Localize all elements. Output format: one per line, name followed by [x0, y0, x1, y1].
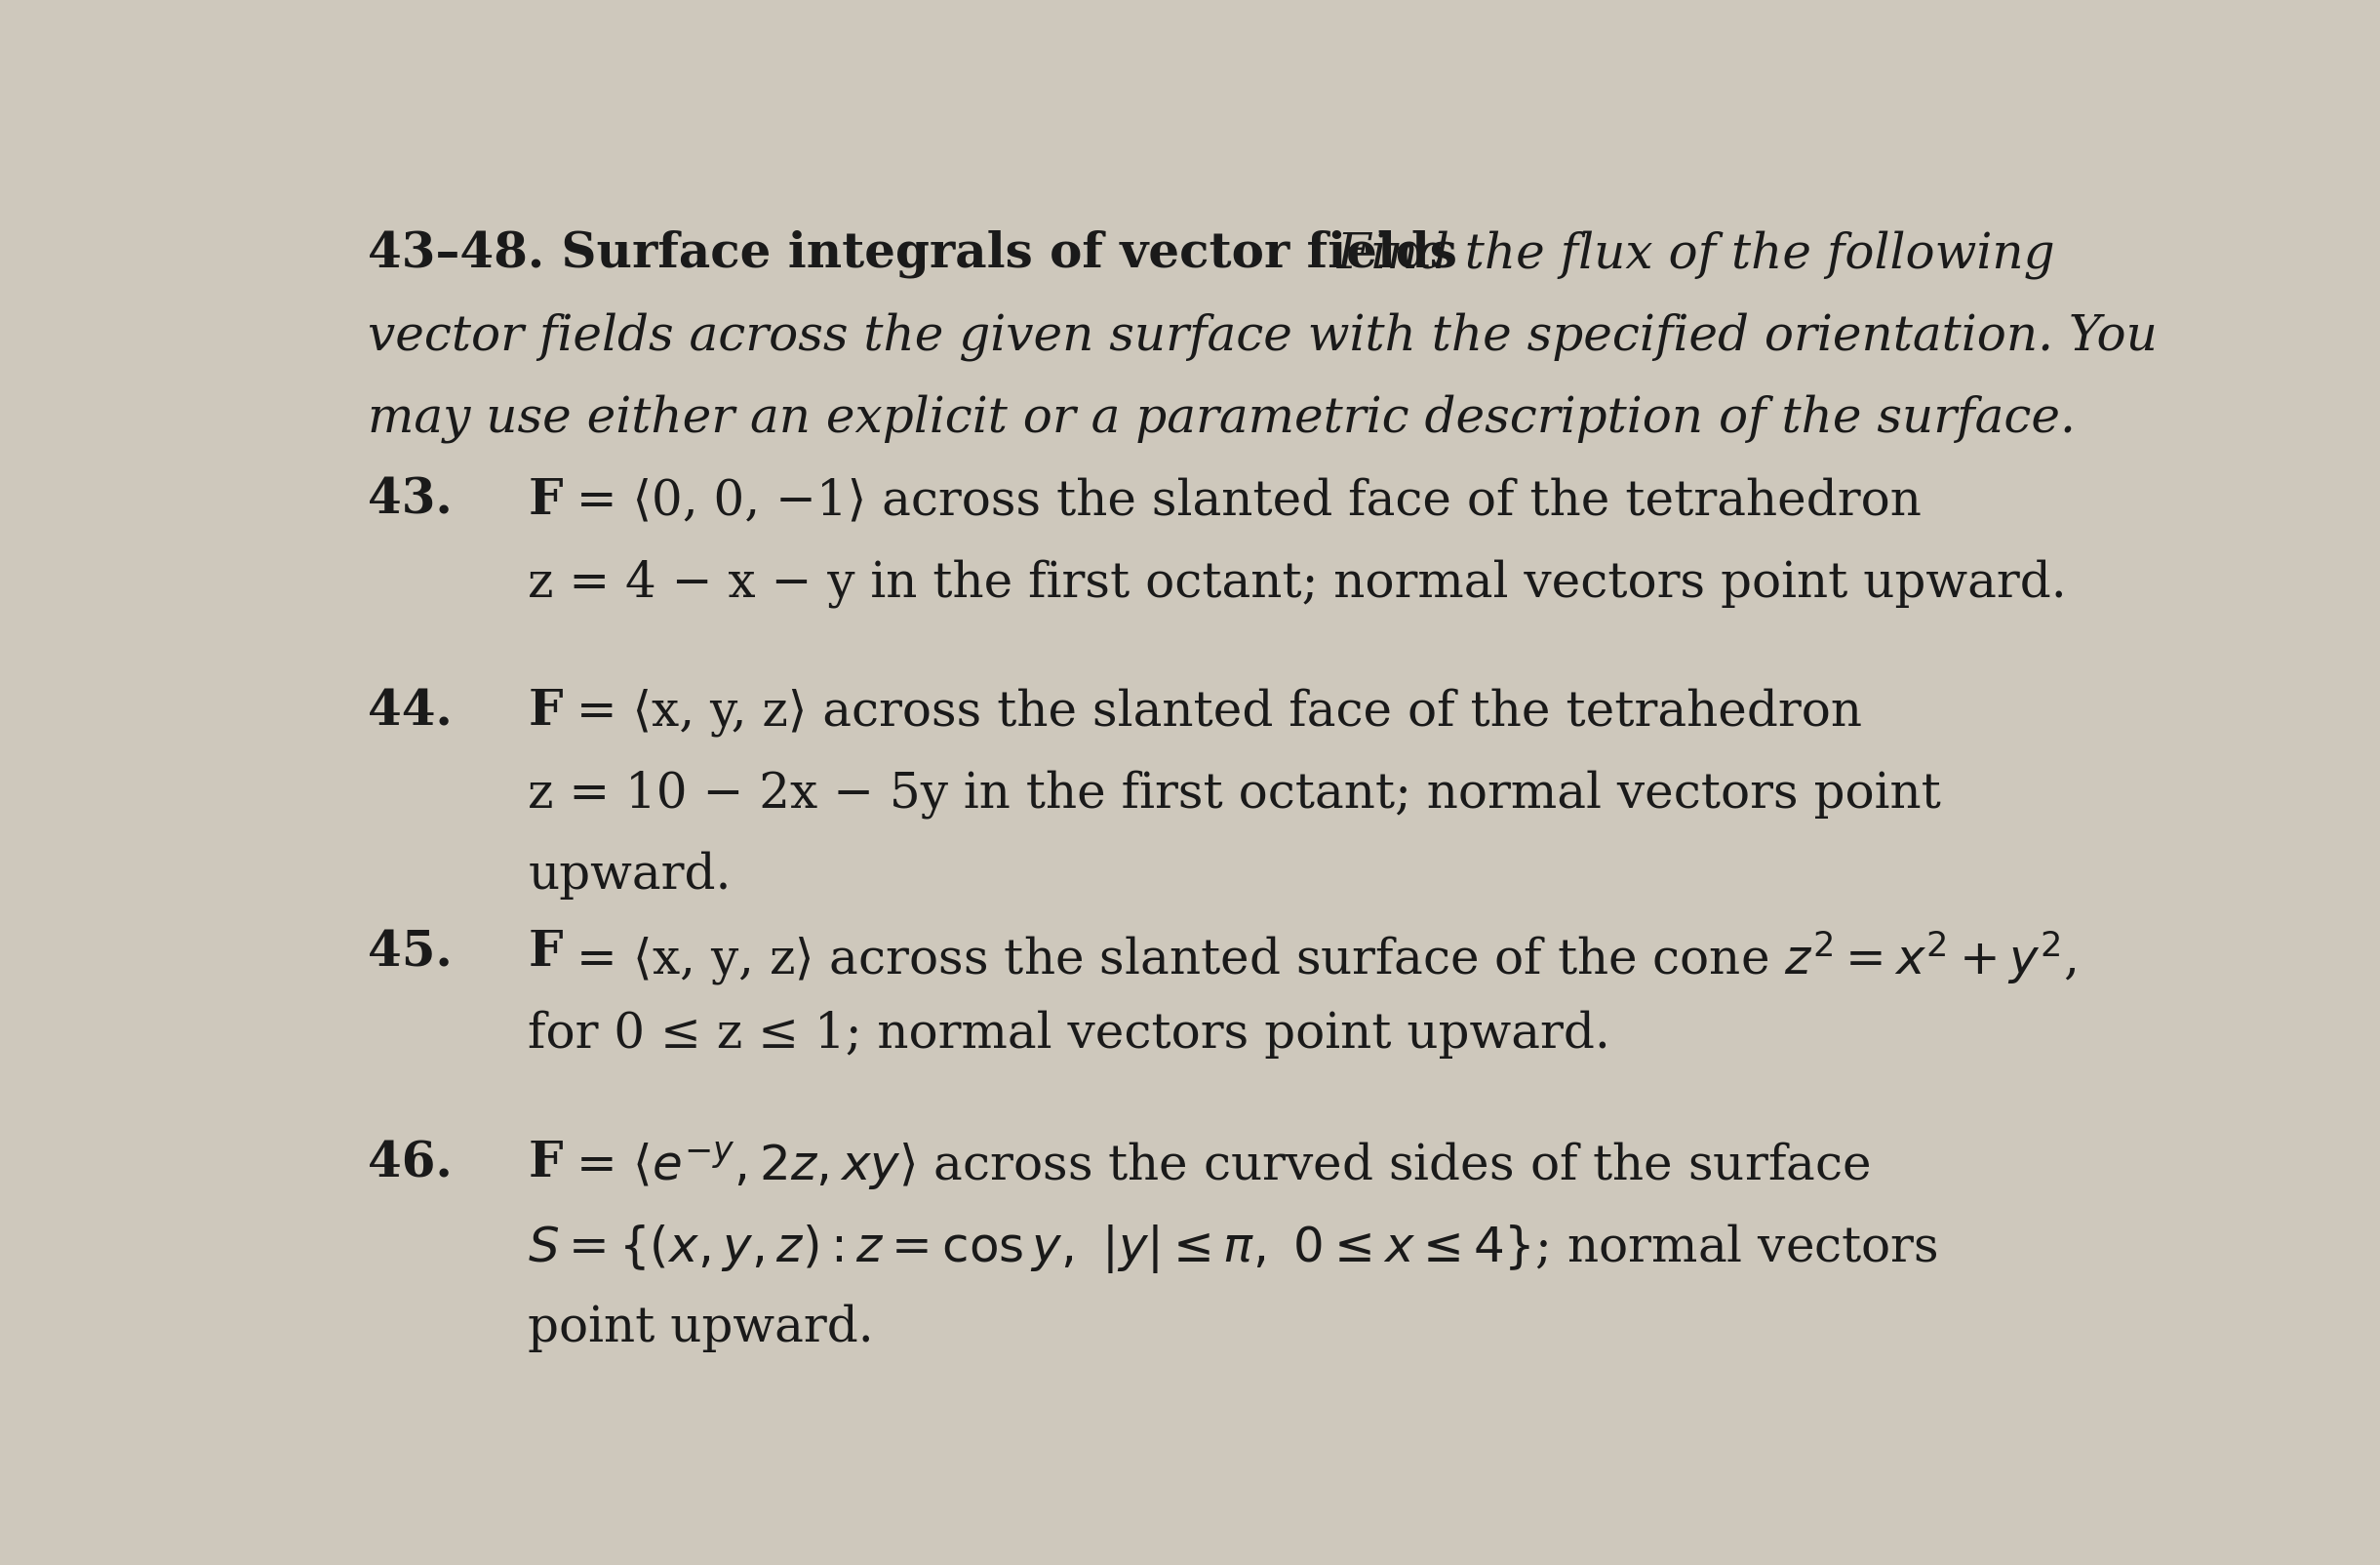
Text: z = 4 − x − y in the first octant; normal vectors point upward.: z = 4 − x − y in the first octant; norma… — [528, 559, 2066, 607]
Text: 43–48. Surface integrals of vector fields: 43–48. Surface integrals of vector field… — [367, 230, 1457, 279]
Text: 46.: 46. — [367, 1139, 452, 1188]
Text: = ⟨x, y, z⟩ across the slanted face of the tetrahedron: = ⟨x, y, z⟩ across the slanted face of t… — [562, 689, 1864, 737]
Text: F: F — [528, 930, 562, 977]
Text: F: F — [528, 689, 562, 736]
Text: may use either an explicit or a parametric description of the surface.: may use either an explicit or a parametr… — [367, 394, 2075, 443]
Text: upward.: upward. — [528, 851, 731, 900]
Text: F: F — [528, 477, 562, 524]
Text: $S = \{(x, y, z): z = \cos y,\ |y| \leq \pi,\ 0 \leq x \leq 4\}$; normal vectors: $S = \{(x, y, z): z = \cos y,\ |y| \leq … — [528, 1222, 1937, 1275]
Text: = ⟨x, y, z⟩ across the slanted surface of the cone $z^2 = x^2 + y^2$,: = ⟨x, y, z⟩ across the slanted surface o… — [562, 930, 2075, 988]
Text: F: F — [528, 1139, 562, 1188]
Text: = ⟨0, 0, −1⟩ across the slanted face of the tetrahedron: = ⟨0, 0, −1⟩ across the slanted face of … — [562, 477, 1921, 526]
Text: 43.: 43. — [367, 477, 452, 524]
Text: z = 10 − 2x − 5y in the first octant; normal vectors point: z = 10 − 2x − 5y in the first octant; no… — [528, 770, 1942, 818]
Text: for 0 ≤ z ≤ 1; normal vectors point upward.: for 0 ≤ z ≤ 1; normal vectors point upwa… — [528, 1011, 1611, 1060]
Text: = $\langle e^{-y}, 2z, xy\rangle$ across the curved sides of the surface: = $\langle e^{-y}, 2z, xy\rangle$ across… — [562, 1139, 1871, 1191]
Text: 44.: 44. — [367, 689, 452, 736]
Text: 45.: 45. — [367, 930, 452, 977]
Text: point upward.: point upward. — [528, 1304, 873, 1352]
Text: vector fields across the given surface with the specified orientation. You: vector fields across the given surface w… — [367, 311, 2156, 360]
Text: Find the flux of the following: Find the flux of the following — [1321, 230, 2054, 279]
